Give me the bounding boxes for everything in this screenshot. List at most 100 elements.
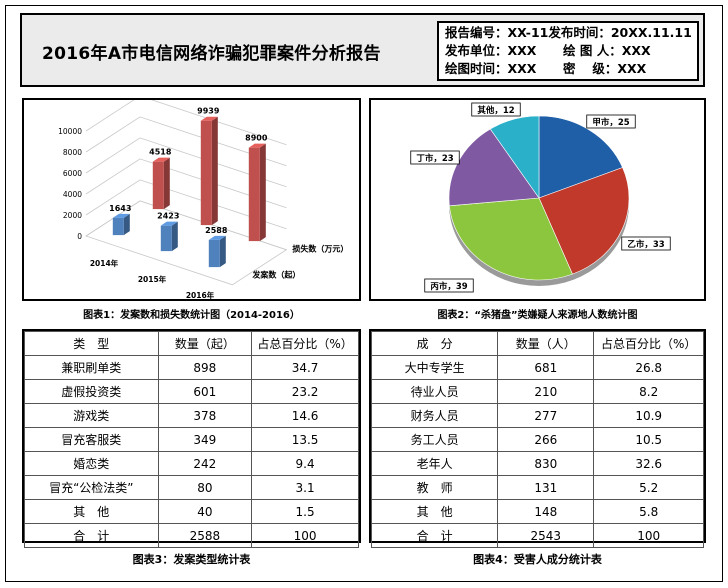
bar-chart-caption: 图表1：发案数和损失数统计图（2014-2016） (83, 310, 300, 321)
bar-side (123, 213, 130, 236)
bar-chart: 0 2000 4000 6000 8000 10000 4518 9939 8900 1643 24… (58, 95, 348, 300)
x-tick-label: 2015年 (138, 274, 167, 284)
pie-data-label: 丁市，23 (410, 150, 460, 165)
bar-front (200, 120, 212, 226)
table-cell: 349 (157, 427, 253, 452)
table-cell: 8.2 (593, 379, 704, 404)
gridline (85, 158, 287, 209)
pie-chart-caption: 图表2：“杀猪盘”类嫌疑人来源地人数统计图 (437, 310, 638, 321)
label-text: 丁市，23 (416, 153, 453, 164)
table-cell: 210 (497, 379, 595, 404)
table-cell: 266 (497, 427, 595, 452)
bar: 9939 (197, 107, 220, 226)
victim-table: 成 分 数量（人） 占总百分比（%） 大中专学生 681 26.8 待业人员 210 8… (370, 331, 704, 548)
bar-front (112, 217, 124, 236)
bar-side (171, 221, 178, 252)
bar-top (160, 221, 178, 226)
label-box (621, 236, 671, 251)
bar-top (200, 116, 218, 121)
y-tick-label: 8000 (63, 148, 82, 157)
table-cell: 601 (157, 379, 253, 404)
meta-row: 绘图时间：XXX 密 级：XXX (445, 60, 691, 78)
table-cell: 898 (157, 355, 253, 380)
table-cell: 277 (497, 403, 595, 428)
table-row: 务工人员 266 10.5 (370, 427, 704, 452)
table-cell: 老年人 (370, 451, 499, 476)
bar-side (163, 157, 170, 210)
table-row: 大中专学生 681 26.8 (370, 355, 704, 380)
table-cell: 131 (497, 475, 595, 500)
table-total-row: 合 计 2588 100 (24, 523, 359, 548)
series-label: 发案数（起） (251, 269, 300, 279)
bar-front (208, 239, 220, 268)
bar-chart-panel: 0 2000 4000 6000 8000 10000 4518 9939 8900 1643 24… (22, 95, 361, 301)
table-cell: 合 计 (24, 523, 159, 548)
table-row: 婚恋类 242 9.4 (24, 451, 359, 476)
label-box (424, 278, 474, 293)
publisher: 发布单位：XXX (445, 43, 537, 58)
table-cell: 3.1 (251, 475, 359, 500)
pie-chart-panel: 甲市，25 乙市，33 丙市，39 丁市，23 其他，12 (369, 98, 706, 301)
y-tick-label: 0 (77, 232, 82, 241)
bar: 4518 (149, 148, 172, 210)
bar-data-label: 2423 (157, 212, 179, 221)
chart-floor (85, 200, 288, 286)
bar-front (160, 225, 172, 252)
table-cell: 大中专学生 (370, 355, 499, 380)
table-cell: 务工人员 (370, 427, 499, 452)
bar-side (211, 116, 218, 226)
bar-side (219, 235, 226, 268)
case-type-table: 类 型 数量（起） 占总百分比（%） 兼职刷单类 898 34.7 虚假投资类 601… (24, 331, 359, 548)
pie-slice (538, 167, 630, 275)
column-header: 占总百分比（%） (251, 331, 359, 356)
bar: 2588 (205, 226, 228, 268)
table-cell: 冒充客服类 (24, 427, 159, 452)
table-cell: 242 (157, 451, 253, 476)
table-row: 虚假投资类 601 23.2 (24, 379, 359, 404)
label-text: 甲市，25 (592, 117, 629, 128)
table-cell: 财务人员 (370, 403, 499, 428)
pie-slice (449, 197, 573, 281)
label-text: 其他，12 (477, 105, 514, 116)
x-tick-label: 2014年 (90, 258, 119, 268)
table-row: 游戏类 378 14.6 (24, 403, 359, 428)
table-cell: 合 计 (370, 523, 499, 548)
page-frame (5, 5, 723, 582)
gridline (85, 137, 287, 188)
report-number: 报告编号：XX-11 (445, 25, 549, 40)
table-cell: 待业人员 (370, 379, 499, 404)
table-header-row: 类 型 数量（起） 占总百分比（%） (24, 331, 359, 356)
table-cell: 5.8 (593, 499, 704, 524)
table-cell: 681 (497, 355, 595, 380)
y-tick-label: 6000 (63, 169, 82, 178)
table-cell: 10.9 (593, 403, 704, 428)
table-cell: 10.5 (593, 427, 704, 452)
pie-chart: 甲市，25 乙市，33 丙市，39 丁市，23 其他，12 (410, 102, 671, 293)
label-text: 丙市，39 (430, 281, 467, 292)
y-tick-label: 10000 (58, 127, 82, 136)
table-cell: 40 (157, 499, 253, 524)
table-row: 教 师 131 5.2 (370, 475, 704, 500)
report-title: 2016年A市电信网络诈骗犯罪案件分析报告 (42, 44, 381, 64)
table-cell: 2543 (497, 523, 595, 548)
table-cell: 其 他 (24, 499, 159, 524)
table-cell: 兼职刷单类 (24, 355, 159, 380)
case-type-table-panel: 类 型 数量（起） 占总百分比（%） 兼职刷单类 898 34.7 虚假投资类 601… (22, 329, 361, 548)
pie-slice (538, 115, 623, 199)
table-total-row: 合 计 2543 100 (370, 523, 704, 548)
table-cell: 830 (497, 451, 595, 476)
bar-data-label: 1643 (109, 204, 131, 213)
table-cell: 9.4 (251, 451, 359, 476)
bar: 8900 (245, 134, 268, 242)
bar-data-label: 4518 (149, 148, 172, 157)
bar: 1643 (109, 204, 131, 236)
table-cell: 100 (251, 523, 359, 548)
table-cell: 13.5 (251, 427, 359, 452)
table-cell: 其 他 (370, 499, 499, 524)
bar-chart-plot: 0 2000 4000 6000 8000 10000 4518 9939 8900 1643 24… (58, 95, 348, 300)
meta-row: 发布单位：XXX 绘 图 人：XXX (445, 42, 691, 60)
gridline (85, 116, 287, 167)
table-row: 其 他 148 5.8 (370, 499, 704, 524)
victim-table-panel: 成 分 数量（人） 占总百分比（%） 大中专学生 681 26.8 待业人员 210 8… (369, 329, 706, 548)
